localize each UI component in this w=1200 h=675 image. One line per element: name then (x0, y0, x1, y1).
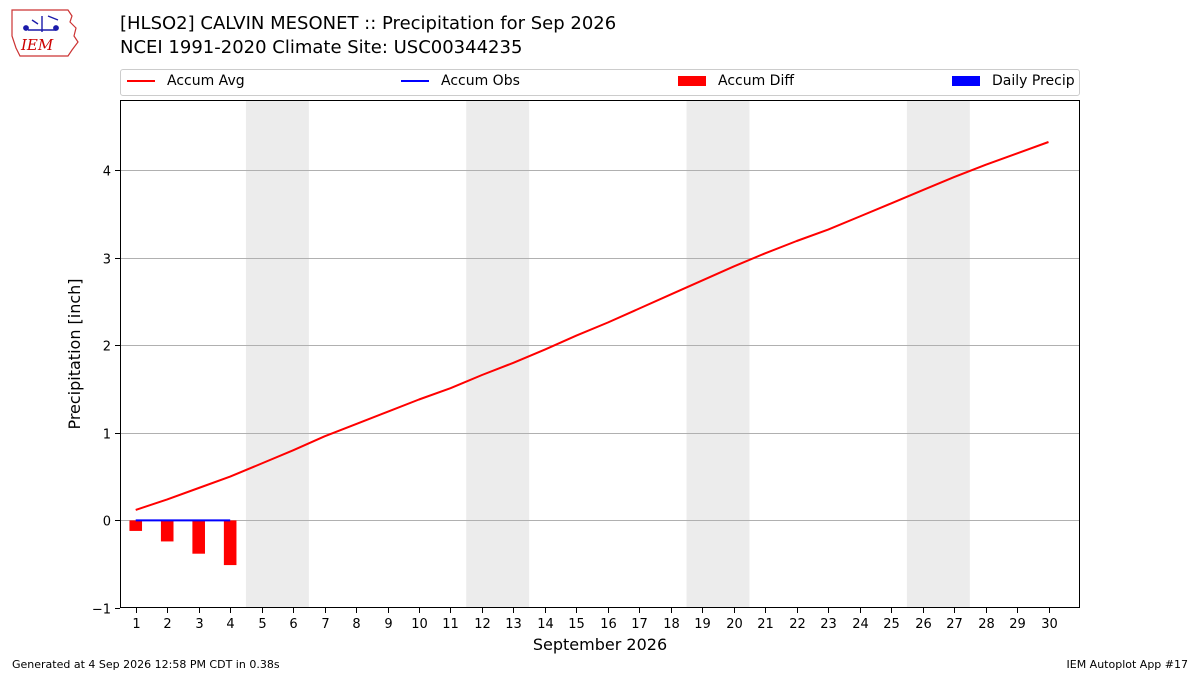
weekend-shade-3 (686, 100, 750, 608)
legend-item-accum-diff: Accum Diff (678, 73, 794, 89)
legend-item-daily-precip: Daily Precip (952, 73, 1075, 89)
weather-station-icon (23, 15, 59, 32)
x-tick-label: 18 (663, 617, 680, 632)
x-tick-label: 15 (568, 617, 585, 632)
x-tick-label: 16 (600, 617, 617, 632)
chart-subtitle: NCEI 1991-2020 Climate Site: USC00344235 (120, 37, 523, 58)
legend-label-accum-diff: Accum Diff (718, 73, 795, 89)
legend-label-accum-avg: Accum Avg (167, 73, 245, 89)
weekend-shade-4 (906, 100, 970, 608)
x-tick-label: 19 (694, 617, 711, 632)
x-tick-label: 27 (946, 617, 963, 632)
legend-swatch-accum-obs (401, 80, 429, 82)
accum-diff-bar (223, 520, 237, 566)
y-tick-label: 2 (103, 340, 111, 355)
y-axis-label: Precipitation [inch] (65, 278, 84, 429)
x-tick-label: 14 (537, 617, 554, 632)
x-tick-label: 22 (789, 617, 806, 632)
x-tick-label: 29 (1009, 617, 1026, 632)
x-tick-label: 26 (915, 617, 932, 632)
x-tick-label: 25 (883, 617, 900, 632)
legend-label-accum-obs: Accum Obs (441, 73, 520, 89)
accum-avg-line (135, 141, 1049, 511)
bars-group (129, 520, 237, 566)
x-tick-label: 24 (852, 617, 869, 632)
chart-legend: Accum Avg Accum Obs Accum Diff Daily Pre… (120, 69, 1080, 96)
x-tick-label: 17 (631, 617, 648, 632)
logo-text: IEM (20, 36, 54, 54)
x-tick-label: 2 (163, 617, 171, 632)
weekend-shade-1 (245, 100, 309, 608)
x-tick-label: 6 (289, 617, 297, 632)
x-tick-label: 30 (1041, 617, 1058, 632)
weekend-shade-2 (466, 100, 530, 608)
x-tick-label: 7 (321, 617, 329, 632)
legend-swatch-accum-avg (127, 80, 155, 82)
chart-title: [HLSO2] CALVIN MESONET :: Precipitation … (120, 13, 617, 34)
x-tick-label: 12 (474, 617, 491, 632)
generated-timestamp: Generated at 4 Sep 2026 12:58 PM CDT in … (12, 658, 280, 671)
legend-swatch-daily-precip (952, 76, 980, 86)
gridlines-group (120, 170, 1080, 521)
x-tick-label: 20 (726, 617, 743, 632)
x-tick-label: 8 (352, 617, 360, 632)
app-credit: IEM Autoplot App #17 (1066, 658, 1189, 671)
y-tick-label: −1 (92, 603, 111, 618)
x-tick-label: 9 (384, 617, 392, 632)
x-tick-label: 28 (978, 617, 995, 632)
y-tick-label: 4 (103, 165, 111, 180)
y-tick-label: 3 (103, 253, 111, 268)
x-tick-label: 21 (757, 617, 774, 632)
accum-diff-bar (192, 520, 205, 554)
x-tick-label: 5 (258, 617, 266, 632)
x-axis-label: September 2026 (533, 635, 667, 654)
y-tick-label: 1 (103, 428, 111, 443)
legend-label-daily-precip: Daily Precip (992, 73, 1075, 89)
legend-swatch-accum-diff (678, 76, 706, 86)
x-tick-label: 4 (226, 617, 234, 632)
accum-diff-bar (129, 520, 143, 531)
x-tick-label: 13 (505, 617, 522, 632)
lines-group (135, 141, 1049, 522)
y-tick-label: 0 (103, 515, 111, 530)
x-tick-label: 11 (442, 617, 459, 632)
x-tick-label: 3 (195, 617, 203, 632)
iem-logo: IEM (11, 9, 79, 57)
legend-item-accum-avg: Accum Avg (127, 73, 245, 89)
accum-diff-bar (160, 520, 174, 542)
weekend-shading-group (245, 100, 970, 608)
x-tick-label: 23 (820, 617, 837, 632)
x-tick-label: 10 (411, 617, 428, 632)
legend-item-accum-obs: Accum Obs (401, 73, 520, 89)
iowa-outline-shape (11, 9, 79, 57)
plot-frame (120, 100, 1080, 608)
x-tick-label: 1 (132, 617, 140, 632)
